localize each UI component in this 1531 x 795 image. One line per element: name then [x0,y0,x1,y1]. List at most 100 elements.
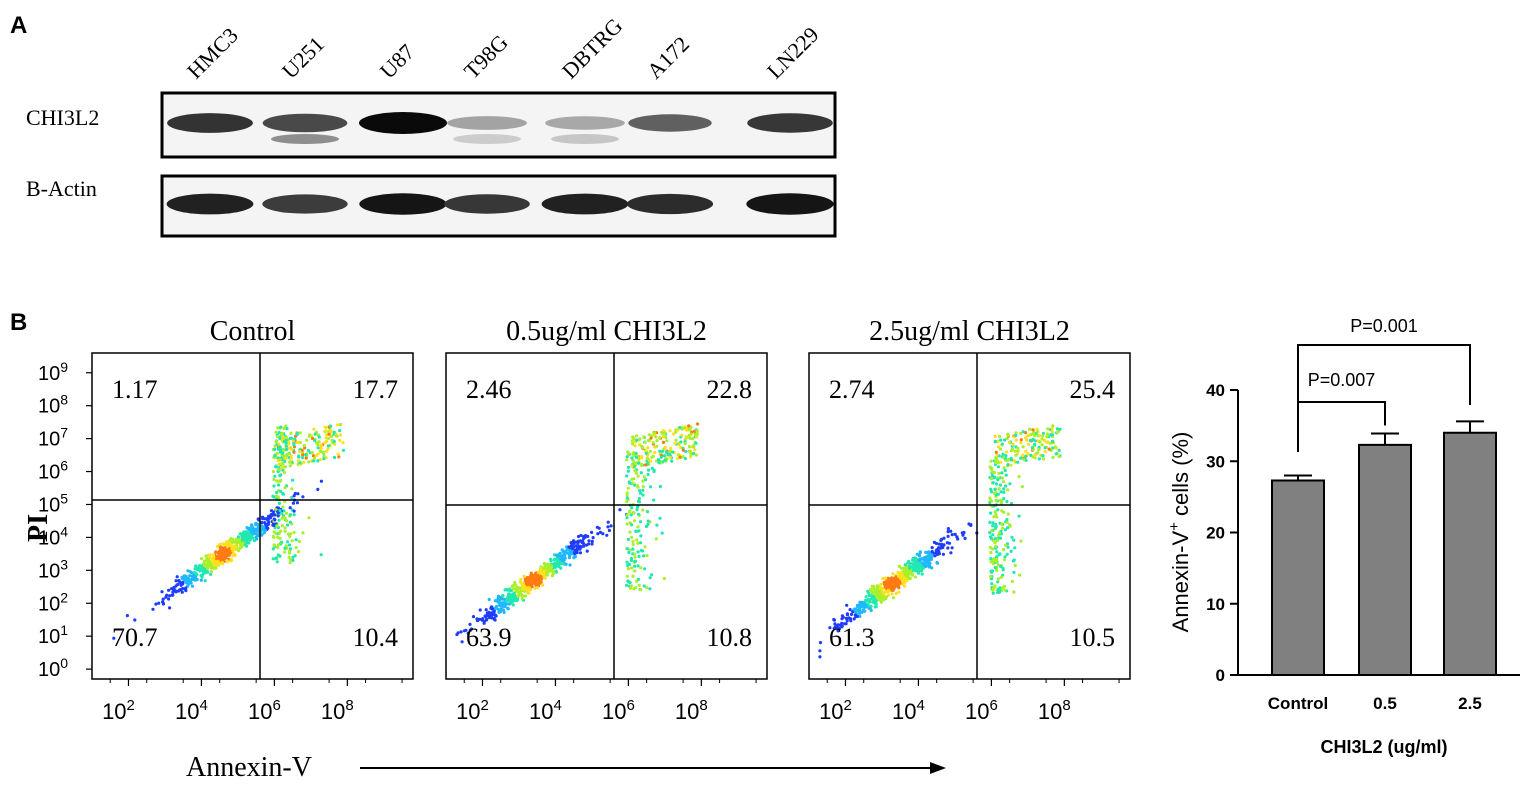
flow-event-dot [284,511,289,515]
flow-event-dot [501,594,505,598]
flow-x-tick-label: 108 [321,697,354,724]
flow-event-dot [1054,452,1058,456]
flow-event-dot [640,462,644,466]
flow-event-dot [304,453,308,457]
flow-event-dot [164,595,168,599]
flow-event-dot [301,531,305,535]
flow-event-dot [278,457,282,462]
flow-event-dot [278,474,282,478]
flow-event-dot [284,454,288,458]
flow-y-tick-label: 100 [38,655,68,681]
flow-event-dot [818,649,822,653]
flow-event-dot [530,573,534,577]
flow-event-dot [161,602,165,606]
flow-event-dot [994,498,998,502]
flow-event-dot [928,561,932,566]
flow-event-dot [642,554,646,558]
flow-event-dot [316,487,320,491]
flow-event-dot [263,521,267,525]
flow-event-dot [1050,433,1055,437]
flow-event-dot [125,614,129,618]
flow-y-tick-label: 106 [38,458,68,484]
flow-event-dot [663,431,667,435]
flow-event-dot [626,563,630,568]
flow-event-dot [1051,455,1055,459]
flow-event-dot [653,450,657,455]
flow-event-dot [626,567,631,571]
flow-event-dot [989,487,993,491]
flow-x-tick-label: 106 [965,697,998,724]
annexin-bar-chart: Annexin-V+ cells (%) CHI3L2 (ug/ml) 0 10 2… [1166,316,1520,757]
flow-event-dot [513,580,517,585]
flow-event-dot [1009,458,1014,462]
flow-event-dot [308,433,312,437]
flow-event-dot [993,566,997,570]
flow-event-dot [274,440,278,444]
flow-y-tick-label: 107 [38,425,68,451]
flow-event-dot [1027,427,1032,431]
flow-event-dot [511,583,516,588]
flow-event-dot [662,576,667,581]
flow-event-dot [521,587,525,591]
bar [1443,431,1497,676]
blot-band [262,194,348,214]
flow-event-dot [681,455,685,459]
flow-event-dot [1019,456,1023,460]
flow-event-dot [639,471,643,475]
flow-event-dot [946,530,950,534]
flow-event-dot [292,450,296,454]
flow-event-dot [638,489,642,493]
flow-event-dot [994,512,998,517]
flow-event-dot [564,562,568,566]
flow-event-dot [312,427,316,431]
flow-event-dot [993,440,997,444]
flow-event-dot [260,521,264,525]
blot-band [447,116,527,130]
flow-event-dot [993,434,997,439]
flow-event-dot [1024,458,1028,462]
significance-bracket [1297,344,1471,412]
flow-event-dot [660,431,665,436]
flow-event-dot [276,545,280,550]
flow-event-dot [475,617,479,621]
flow-event-dot [341,448,346,452]
flow-event-dot [639,566,643,570]
flow-event-dot [997,589,1001,593]
flow-event-dot [676,453,680,457]
flow-event-dot [280,465,284,470]
flow-event-dot [276,483,281,487]
flow-event-dot [909,570,913,574]
flow-event-dot [626,469,631,473]
flow-event-dot [845,619,849,623]
flow-event-dot [1004,450,1009,454]
flow-event-dot [689,451,693,455]
flow-event-dot [661,435,665,439]
flow-event-dot [215,560,219,564]
flow-event-dot [988,496,992,500]
flow-event-dot [221,542,225,546]
flow-event-dot [992,515,996,519]
flow-event-dot [908,561,912,565]
flow-event-dot [275,560,279,564]
flow-event-dot [271,534,275,539]
flow-events [818,424,1062,659]
flow-event-dot [937,549,941,554]
flow-event-dot [650,455,654,459]
flow-event-dot [993,541,997,545]
flow-event-dot [597,526,601,530]
flow-event-dot [668,429,672,433]
flow-event-dot [1004,454,1008,458]
flow-event-dot [631,547,635,551]
flow-event-dot [285,540,290,544]
flow-event-dot [639,491,643,495]
flow-event-dot [512,593,516,597]
flow-event-dot [891,596,896,600]
flow-event-dot [923,564,927,568]
flow-event-dot [644,478,648,482]
flow-event-dot [501,608,505,612]
flow-event-dot [854,615,858,619]
flow-event-dot [219,549,223,553]
flow-event-dot [283,546,287,551]
flow-event-dot [277,501,281,505]
flow-event-dot [1002,548,1006,552]
